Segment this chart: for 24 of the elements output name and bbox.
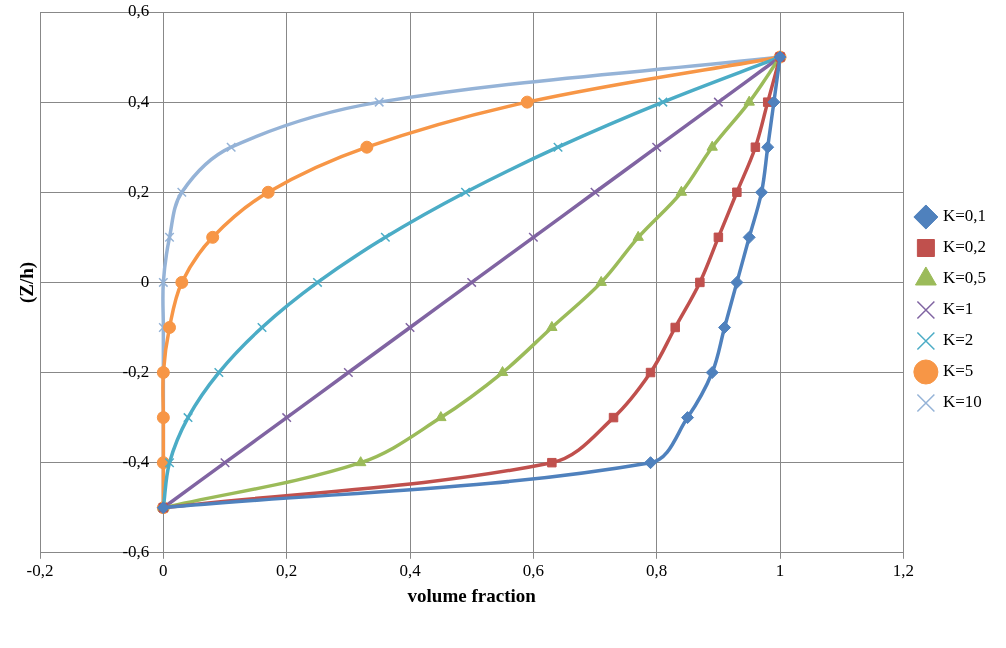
x-tick-label: 0,2 [276, 561, 298, 581]
legend-label: K=0,5 [942, 268, 987, 288]
legend-label: K=10 [942, 392, 982, 412]
y-axis-title: (Z/h) [15, 261, 38, 303]
y-tick-label: 0,2 [128, 181, 150, 201]
y-tick-label: 0,4 [128, 91, 150, 111]
x-tick-label: 1,2 [892, 561, 915, 581]
y-tick-label: 0 [140, 271, 150, 291]
legend-label: K=1 [942, 299, 974, 319]
y-tick-label: 0,6 [128, 1, 150, 21]
x-axis-title: volume fraction [407, 584, 537, 606]
x-tick-label: 0 [159, 561, 168, 581]
legend-label: K=0,2 [942, 237, 987, 257]
y-tick-label: -0,2 [122, 362, 150, 381]
legend-label: K=5 [942, 361, 974, 381]
legend-label: K=2 [942, 330, 974, 350]
x-tick-label: 0,6 [522, 561, 544, 581]
x-tick-label: 1 [775, 561, 785, 581]
x-tick-label: 0,4 [399, 561, 422, 581]
y-tick-label: -0,4 [122, 452, 150, 472]
x-tick-label: -0,2 [26, 561, 54, 581]
x-tick-label: 0,8 [646, 561, 668, 581]
y-tick-label: -0,6 [122, 542, 150, 562]
legend-label: K=0,1 [942, 206, 987, 226]
